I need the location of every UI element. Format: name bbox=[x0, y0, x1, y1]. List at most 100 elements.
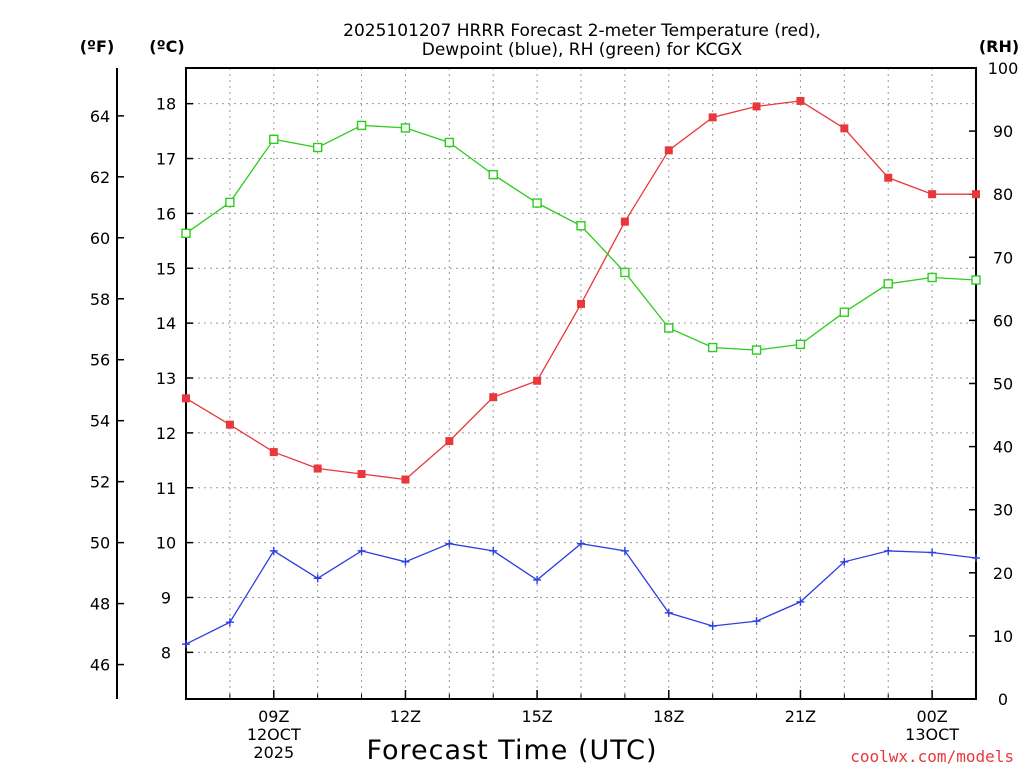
rh-point bbox=[839, 307, 850, 317]
rh-tick-label: 20 bbox=[993, 564, 1013, 583]
2-meter-temperature-point bbox=[182, 394, 190, 403]
dewpoint-point bbox=[972, 553, 980, 562]
dewpoint-point bbox=[445, 539, 454, 548]
celsius-tick-label: 16 bbox=[156, 204, 176, 223]
rh-point bbox=[532, 198, 542, 208]
dewpoint-point bbox=[884, 546, 893, 555]
x-tick-label: 2025 bbox=[253, 743, 294, 762]
rh-point bbox=[751, 345, 762, 355]
rh-tick-label: 50 bbox=[993, 375, 1013, 394]
rh-tick-label: 0 bbox=[998, 690, 1008, 709]
fahrenheit-unit-label: (ºF) bbox=[80, 37, 115, 56]
fahrenheit-tick-label: 64 bbox=[90, 107, 110, 126]
celsius-tick-label: 13 bbox=[156, 369, 176, 388]
rh-tick-label: 90 bbox=[993, 122, 1013, 141]
2-meter-temperature-point bbox=[796, 96, 805, 105]
rh-tick-label: 30 bbox=[993, 501, 1013, 520]
celsius-tick-label: 11 bbox=[156, 479, 176, 498]
dewpoint-point bbox=[401, 557, 410, 566]
x-tick-label: 12Z bbox=[390, 707, 421, 726]
celsius-tick-label: 17 bbox=[156, 150, 176, 169]
dewpoint-point bbox=[489, 546, 498, 555]
2-meter-temperature-point bbox=[884, 173, 893, 182]
rh-point bbox=[356, 120, 367, 131]
rh-point bbox=[400, 123, 411, 133]
rh-point bbox=[444, 137, 455, 148]
rh-point bbox=[971, 275, 981, 285]
2-meter-temperature-point bbox=[357, 470, 366, 479]
2-meter-temperature-point bbox=[489, 393, 498, 402]
rh-tick-label: 40 bbox=[993, 438, 1013, 457]
dewpoint-point bbox=[620, 546, 629, 555]
2-meter-temperature-point bbox=[577, 299, 585, 308]
dewpoint-point bbox=[928, 548, 937, 557]
rh-tick-label: 60 bbox=[993, 311, 1013, 330]
series-layer bbox=[181, 96, 981, 649]
celsius-tick-label: 9 bbox=[161, 588, 171, 607]
x-tick-label: 21Z bbox=[785, 707, 816, 726]
celsius-unit-label: (ºC) bbox=[149, 37, 184, 56]
dewpoint-point bbox=[752, 617, 761, 626]
celsius-tick-label: 8 bbox=[161, 643, 171, 662]
celsius-tick-label: 15 bbox=[156, 259, 176, 278]
rh-point bbox=[795, 339, 806, 350]
2-meter-temperature-point bbox=[840, 124, 849, 133]
x-axis-title: Forecast Time (UTC) bbox=[366, 735, 657, 766]
celsius-tick-label: 12 bbox=[156, 424, 176, 443]
rh-tick-label: 100 bbox=[988, 59, 1019, 78]
rh-point bbox=[927, 272, 937, 283]
rh-point bbox=[312, 142, 323, 153]
fahrenheit-tick-label: 56 bbox=[90, 351, 110, 370]
axis-layer: 46 48 50 52 54 56 58 60 62 64 8 9 10 11 12 13 14 15 16 17 18… bbox=[90, 59, 1018, 762]
celsius-tick-label: 14 bbox=[156, 314, 176, 333]
dewpoint-point bbox=[225, 618, 234, 627]
rh-point bbox=[707, 342, 718, 353]
celsius-tick-label: 10 bbox=[156, 534, 176, 553]
x-tick-label: 15Z bbox=[521, 707, 552, 726]
2-meter-temperature-point bbox=[401, 475, 410, 484]
x-tick-label: 13OCT bbox=[905, 725, 959, 744]
x-tick-label: 00Z bbox=[916, 707, 947, 726]
fahrenheit-tick-label: 54 bbox=[90, 412, 110, 431]
2-meter-temperature-point bbox=[620, 217, 629, 226]
rh-point bbox=[488, 169, 498, 180]
rh-tick-label: 10 bbox=[993, 627, 1013, 646]
x-tick-label: 12OCT bbox=[247, 725, 301, 744]
rh-point bbox=[620, 267, 630, 278]
dewpoint-point bbox=[708, 622, 717, 631]
dewpoint-point bbox=[577, 539, 585, 548]
dewpoint-point bbox=[357, 546, 366, 555]
fahrenheit-tick-label: 58 bbox=[90, 290, 110, 309]
chart-title-line2: Dewpoint (blue), RH (green) for KCGX bbox=[422, 40, 743, 60]
dewpoint-point bbox=[664, 608, 673, 617]
2-meter-temperature-point bbox=[708, 113, 717, 122]
fahrenheit-tick-label: 48 bbox=[90, 595, 110, 614]
x-tick-label: 18Z bbox=[653, 707, 684, 726]
2-meter-temperature-point bbox=[225, 420, 234, 429]
rh-tick-label: 70 bbox=[993, 248, 1013, 267]
fahrenheit-tick-label: 46 bbox=[90, 656, 110, 675]
dewpoint-point bbox=[796, 597, 805, 606]
rh-point bbox=[181, 228, 191, 239]
dewpoint-point bbox=[313, 574, 322, 583]
rh-unit-label: (RH) bbox=[979, 37, 1019, 56]
rh-tick-label: 80 bbox=[993, 185, 1013, 204]
chart-title-line1: 2025101207 HRRR Forecast 2-meter Tempera… bbox=[343, 21, 821, 41]
rh-point bbox=[225, 197, 235, 208]
fahrenheit-tick-label: 62 bbox=[90, 168, 110, 187]
2-meter-temperature-point bbox=[445, 437, 454, 446]
fahrenheit-tick-label: 60 bbox=[90, 229, 110, 248]
dewpoint-point bbox=[182, 640, 190, 649]
2-meter-temperature-point bbox=[972, 190, 980, 199]
fahrenheit-tick-label: 52 bbox=[90, 473, 110, 492]
2-meter-temperature-point bbox=[928, 190, 937, 199]
2-meter-temperature-point bbox=[752, 102, 761, 111]
rh-point bbox=[883, 279, 893, 289]
dewpoint-point bbox=[840, 557, 849, 566]
dewpoint-point bbox=[269, 546, 278, 555]
2-meter-temperature-point bbox=[533, 376, 542, 385]
fahrenheit-tick-label: 50 bbox=[90, 534, 110, 553]
rh-point bbox=[576, 221, 586, 231]
